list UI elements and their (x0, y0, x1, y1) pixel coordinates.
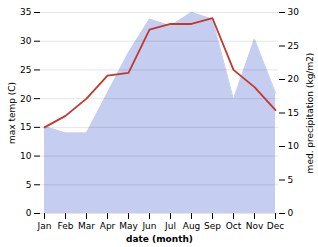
svg-text:Feb: Feb (58, 221, 74, 231)
svg-text:Aug: Aug (183, 221, 201, 231)
svg-text:25: 25 (20, 65, 31, 75)
svg-text:Dec: Dec (267, 221, 284, 231)
svg-text:Oct: Oct (226, 221, 242, 231)
svg-text:5: 5 (26, 180, 32, 190)
svg-text:30: 30 (20, 36, 32, 46)
svg-text:Jan: Jan (37, 221, 52, 231)
svg-text:20: 20 (288, 74, 300, 84)
svg-text:Sep: Sep (204, 221, 221, 231)
svg-text:date (month): date (month) (126, 234, 193, 244)
svg-text:Mar: Mar (78, 221, 95, 231)
svg-text:35: 35 (20, 7, 31, 17)
svg-text:Nov: Nov (246, 221, 264, 231)
svg-text:0: 0 (288, 208, 294, 218)
svg-text:Apr: Apr (100, 221, 116, 231)
svg-text:0: 0 (26, 208, 32, 218)
svg-text:15: 15 (288, 108, 299, 118)
svg-text:max temp (C): max temp (C) (7, 82, 17, 144)
svg-text:med. precipitation (kg/m2): med. precipitation (kg/m2) (305, 53, 315, 174)
svg-text:May: May (119, 221, 138, 231)
svg-text:Jul: Jul (164, 221, 176, 231)
svg-text:10: 10 (20, 151, 32, 161)
svg-text:20: 20 (20, 94, 32, 104)
svg-text:10: 10 (288, 141, 300, 151)
svg-text:Jun: Jun (141, 221, 156, 231)
svg-text:25: 25 (288, 41, 299, 51)
svg-text:15: 15 (20, 122, 31, 132)
svg-text:30: 30 (288, 7, 300, 17)
svg-text:5: 5 (288, 175, 294, 185)
